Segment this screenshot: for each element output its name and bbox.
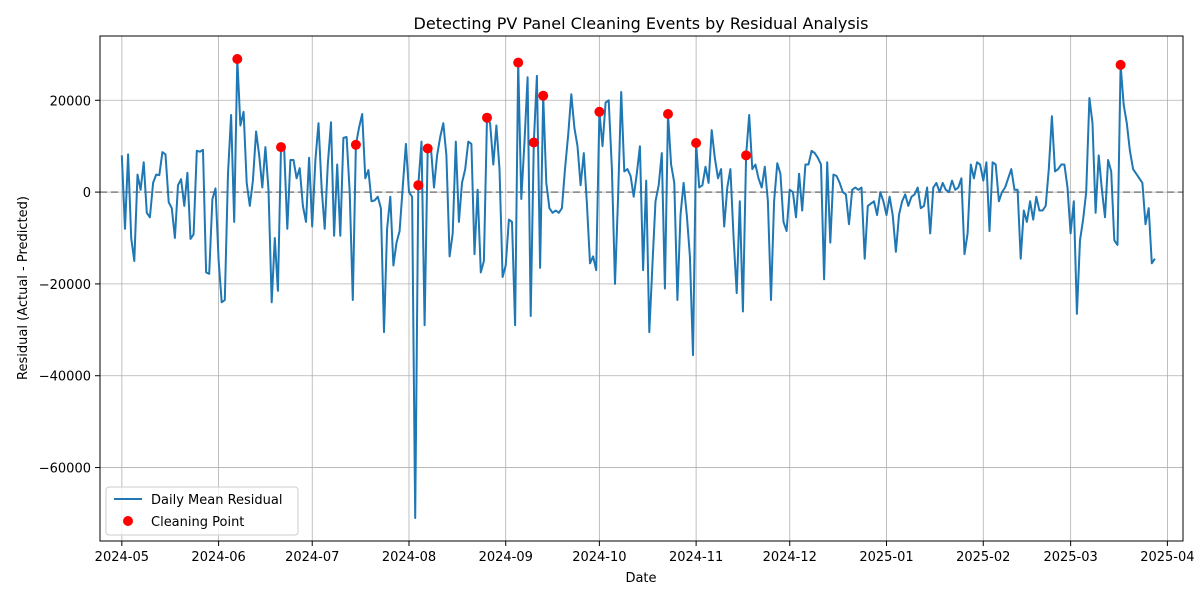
legend-label-cleaning: Cleaning Point (151, 515, 244, 530)
x-tick-label: 2025-02 (956, 550, 1010, 565)
y-tick-label: 20000 (50, 94, 91, 109)
cleaning-point (741, 150, 752, 161)
cleaning-point (538, 90, 549, 101)
x-tick-label: 2024-10 (572, 550, 626, 565)
cleaning-point (232, 54, 243, 64)
y-tick-label: −60000 (39, 462, 91, 477)
y-tick-label: 0 (83, 186, 91, 201)
x-tick-label: 2024-12 (763, 550, 817, 565)
x-tick-label: 2024-05 (95, 550, 149, 565)
x-tick-label: 2024-06 (191, 550, 245, 565)
x-tick-label: 2025-04 (1140, 550, 1194, 565)
cleaning-point (350, 139, 361, 150)
chart-title: Detecting PV Panel Cleaning Events by Re… (414, 14, 869, 33)
x-tick-label: 2024-07 (285, 550, 339, 565)
cleaning-point (276, 142, 286, 153)
cleaning-point (594, 106, 605, 117)
cleaning-point (422, 143, 433, 154)
x-tick-label: 2024-09 (479, 550, 533, 565)
y-tick-label: −20000 (39, 278, 91, 293)
y-tick-label: −40000 (39, 370, 91, 385)
x-tick-label: 2024-11 (669, 550, 723, 565)
legend-box (105, 486, 299, 536)
x-tick-label: 2024-08 (382, 550, 436, 565)
plot-area-frame (99, 35, 1184, 542)
cleaning-points (232, 54, 1126, 191)
cleaning-point (691, 138, 702, 148)
legend: Daily Mean Residual Cleaning Point (105, 486, 299, 536)
x-tick-label: 2025-03 (1043, 550, 1097, 565)
legend-label-residual: Daily Mean Residual (151, 493, 282, 508)
series-line-daily-mean-residual (120, 58, 1156, 519)
cleaning-point (513, 57, 524, 68)
x-axis-title: Date (625, 571, 656, 586)
x-tick-label: 2025-01 (859, 550, 913, 565)
cleaning-point (1115, 59, 1126, 70)
y-axis-title: Residual (Actual - Predicted) (16, 196, 31, 380)
cleaning-point (413, 180, 424, 191)
cleaning-point (528, 137, 539, 148)
cleaning-point (482, 112, 492, 123)
cleaning-point (663, 109, 673, 119)
legend-swatch-point (123, 516, 133, 526)
axis-ticks: 2024-05 2024-06 2024-07 2024-08 2024-09 2024-… (39, 94, 1195, 565)
